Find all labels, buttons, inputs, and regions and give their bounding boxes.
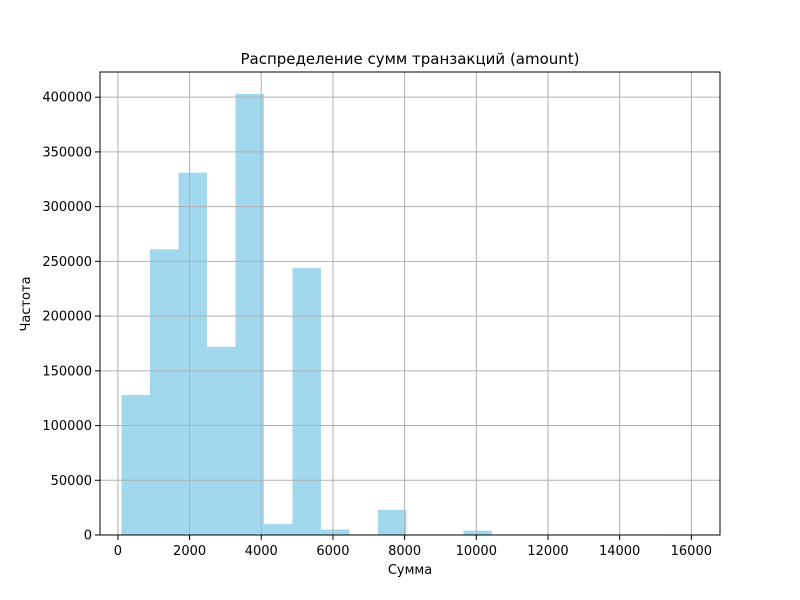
x-tick-label: 16000 [671, 544, 712, 559]
histogram-bar [235, 93, 264, 535]
histogram-bar [263, 524, 293, 535]
chart-title: Распределение сумм транзакций (amount) [240, 50, 579, 68]
y-tick-label: 400000 [42, 91, 92, 106]
plot-frame [99, 71, 721, 536]
x-tick-label: 14000 [599, 544, 640, 559]
x-tick-label: 12000 [527, 544, 568, 559]
x-tick-label: 0 [114, 544, 122, 559]
y-axis-label: Частота [19, 276, 34, 331]
x-tick-label: 4000 [245, 544, 278, 559]
histogram-bar [178, 172, 207, 535]
y-tick-label: 0 [84, 529, 92, 544]
y-tick-label: 300000 [42, 200, 92, 215]
y-tick-label: 50000 [51, 474, 92, 489]
x-axis-label: Сумма [388, 563, 432, 578]
histogram-bar [377, 509, 407, 535]
x-tick-label: 6000 [316, 544, 349, 559]
histogram-bar [320, 529, 350, 535]
y-tick-label: 350000 [42, 145, 92, 160]
y-tick-label: 250000 [42, 255, 92, 270]
grid [100, 72, 720, 536]
x-tick-label: 2000 [173, 544, 206, 559]
ticks: 0 2000 4000 6000 8000 10000 12000 14000 16000 0 50… [42, 91, 712, 559]
y-tick-label: 200000 [42, 310, 92, 325]
histogram-bar [292, 267, 321, 535]
histogram-bar [463, 530, 492, 535]
y-tick-label: 150000 [42, 364, 92, 379]
y-tick-label: 100000 [42, 419, 92, 434]
x-tick-label: 10000 [456, 544, 497, 559]
histogram-bar [149, 249, 179, 535]
x-tick-label: 8000 [388, 544, 421, 559]
bars [121, 93, 692, 535]
histogram-bar [206, 346, 236, 535]
histogram-bar [121, 394, 150, 535]
